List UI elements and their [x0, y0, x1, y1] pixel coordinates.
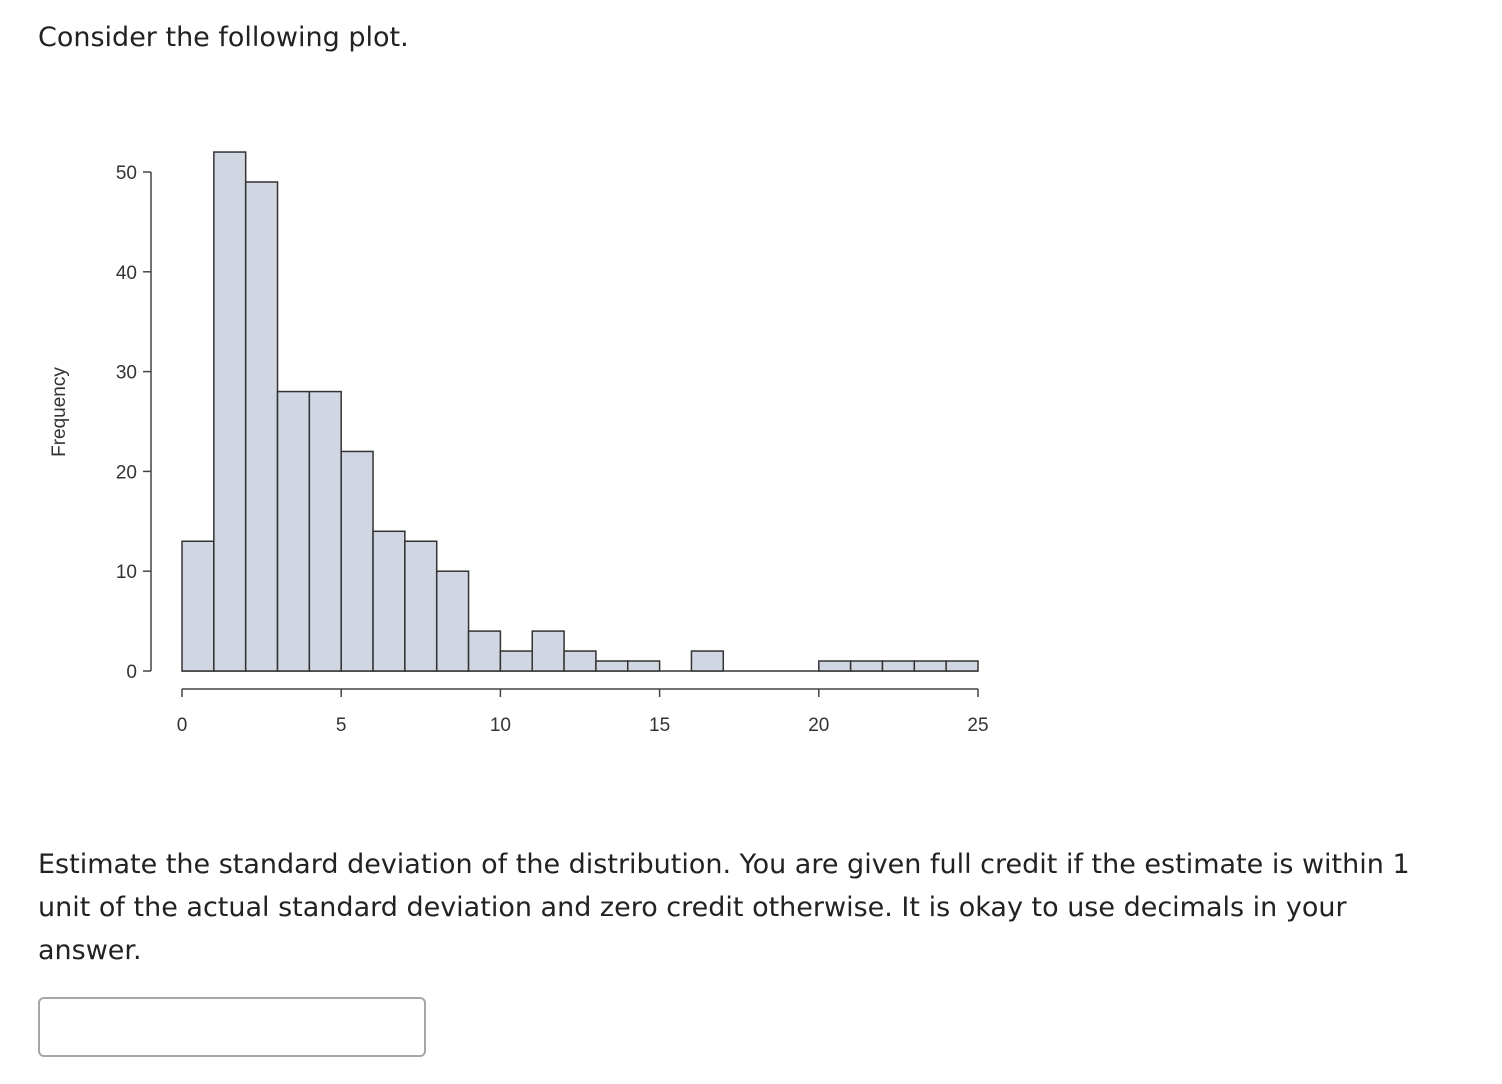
y-axis: 0 10 20 30 40 50	[116, 163, 152, 683]
histogram-bar	[340, 450, 374, 672]
x-axis: 0 5 10 15 20 25	[177, 688, 989, 736]
histogram-bar	[849, 660, 884, 672]
x-tick-label: 25	[967, 715, 988, 736]
histogram-bars	[181, 151, 979, 672]
x-tick-label: 10	[490, 715, 511, 736]
y-tick-label: 50	[116, 163, 137, 184]
histogram-bar	[499, 650, 533, 672]
histogram-bar	[913, 660, 947, 672]
histogram-bar	[595, 660, 629, 672]
x-tick-label: 20	[808, 715, 829, 736]
histogram-bar	[531, 630, 565, 672]
y-tick-label: 40	[116, 263, 137, 284]
answer-input[interactable]	[38, 997, 426, 1057]
histogram-bar	[945, 660, 979, 672]
histogram-bar	[627, 660, 661, 672]
x-tick-label: 15	[649, 715, 670, 736]
histogram-bar	[372, 530, 406, 672]
y-axis-label: Frequency	[49, 367, 70, 457]
histogram-bar	[213, 151, 247, 672]
intro-text: Consider the following plot.	[38, 22, 409, 53]
x-tick-label: 5	[336, 715, 347, 736]
histogram-bar	[308, 390, 342, 672]
histogram-bar	[818, 660, 852, 672]
histogram-bar	[563, 650, 597, 672]
histogram-bar	[467, 630, 502, 672]
histogram-chart: 0 10 20 30 40 50 0 5 10 15 20 25 Frequency	[49, 151, 989, 736]
y-tick-label: 20	[116, 462, 137, 483]
histogram-bar	[244, 181, 279, 672]
histogram-bar	[435, 570, 470, 672]
histogram-bar	[881, 660, 916, 672]
y-tick-label: 10	[116, 562, 137, 583]
y-tick-label: 30	[116, 363, 137, 384]
x-tick-label: 0	[177, 715, 188, 736]
question-text: Estimate the standard deviation of the d…	[38, 849, 1410, 966]
histogram-bar	[690, 650, 725, 672]
histogram-bar	[181, 540, 215, 672]
histogram-bar	[404, 540, 438, 672]
y-tick-label: 0	[126, 662, 137, 683]
histogram-bar	[276, 390, 311, 672]
